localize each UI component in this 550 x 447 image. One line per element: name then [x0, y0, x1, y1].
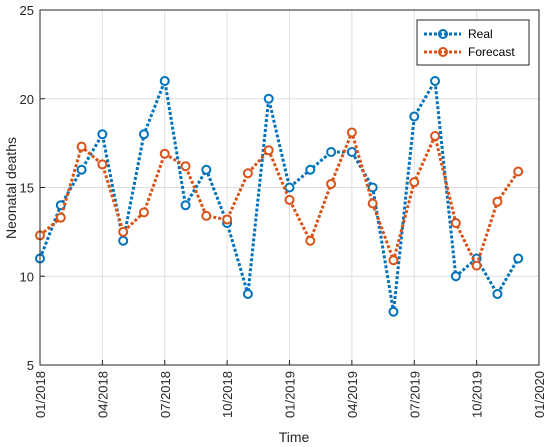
data-point-real: [76, 164, 87, 175]
data-point-forecast: [492, 196, 503, 207]
data-point-forecast: [430, 131, 441, 142]
y-tick-label: 10: [20, 269, 34, 284]
data-point-real: [346, 147, 357, 157]
data-point-forecast: [201, 210, 212, 221]
data-point-real: [180, 200, 191, 211]
data-point-real: [201, 164, 212, 175]
x-tick-label: 10/2019: [470, 371, 485, 418]
x-axis-label: Time: [279, 429, 310, 445]
y-tick-label: 15: [20, 181, 34, 196]
y-tick-label: 25: [20, 3, 34, 18]
data-point-real: [513, 253, 524, 264]
data-point-forecast: [513, 166, 524, 177]
data-point-real: [242, 289, 253, 299]
data-point-forecast: [180, 161, 191, 172]
data-point-real: [388, 306, 399, 317]
series-line-real: [38, 75, 520, 313]
x-tick-label: 01/2020: [532, 371, 547, 418]
data-point-forecast: [388, 255, 399, 266]
legend-marker-real: [438, 29, 448, 39]
x-tick-label: 01/2019: [283, 371, 298, 418]
data-point-forecast: [305, 235, 316, 246]
y-tick-label: 20: [20, 92, 34, 107]
legend-marker-forecast: [438, 47, 448, 57]
data-point-forecast: [263, 145, 274, 156]
data-point-forecast: [138, 207, 149, 218]
legend-box: [416, 19, 530, 66]
data-point-real: [450, 271, 461, 282]
x-tick-label: 04/2018: [95, 371, 110, 418]
data-point-forecast: [326, 178, 337, 189]
y-tick-label: 5: [27, 358, 34, 373]
data-point-real: [326, 147, 337, 157]
x-tick-label: 07/2019: [407, 371, 422, 418]
data-point-real: [409, 111, 420, 122]
series-line-forecast: [39, 127, 520, 270]
data-point-forecast: [346, 127, 357, 138]
data-point-forecast: [450, 218, 461, 228]
series-layer: [35, 75, 524, 317]
data-point-forecast: [222, 214, 233, 225]
data-point-forecast: [242, 168, 253, 179]
data-point-real: [138, 129, 149, 140]
data-point-real: [159, 76, 170, 86]
data-point-real: [118, 235, 129, 246]
data-point-forecast: [97, 159, 108, 170]
data-point-forecast: [118, 226, 129, 237]
data-point-forecast: [159, 148, 170, 159]
axis-ticks: 5 10 15 20 25 01/2018 04/2018 07/2018 10/2018 01/…: [20, 3, 547, 418]
data-point-real: [430, 76, 441, 86]
data-point-real: [263, 93, 274, 104]
data-point-forecast: [55, 212, 66, 223]
data-point-real: [367, 182, 378, 193]
data-point-real: [284, 182, 295, 193]
x-tick-label: 10/2018: [220, 371, 235, 418]
legend-label-forecast: Forecast: [468, 45, 515, 59]
y-axis-label: Neonatal deaths: [3, 137, 19, 239]
legend-label-real: Real: [468, 27, 493, 41]
legend: Real Forecast: [416, 19, 530, 66]
data-point-forecast: [76, 141, 87, 152]
data-point-forecast: [471, 260, 482, 271]
data-point-forecast: [409, 177, 420, 188]
data-point-forecast: [284, 194, 295, 205]
data-point-real: [305, 164, 316, 175]
data-point-real: [97, 129, 108, 140]
x-tick-label: 04/2019: [345, 371, 360, 418]
data-point-forecast: [367, 198, 378, 209]
data-point-real: [492, 289, 503, 299]
x-tick-label: 01/2018: [33, 371, 48, 418]
x-tick-label: 07/2018: [158, 371, 173, 418]
